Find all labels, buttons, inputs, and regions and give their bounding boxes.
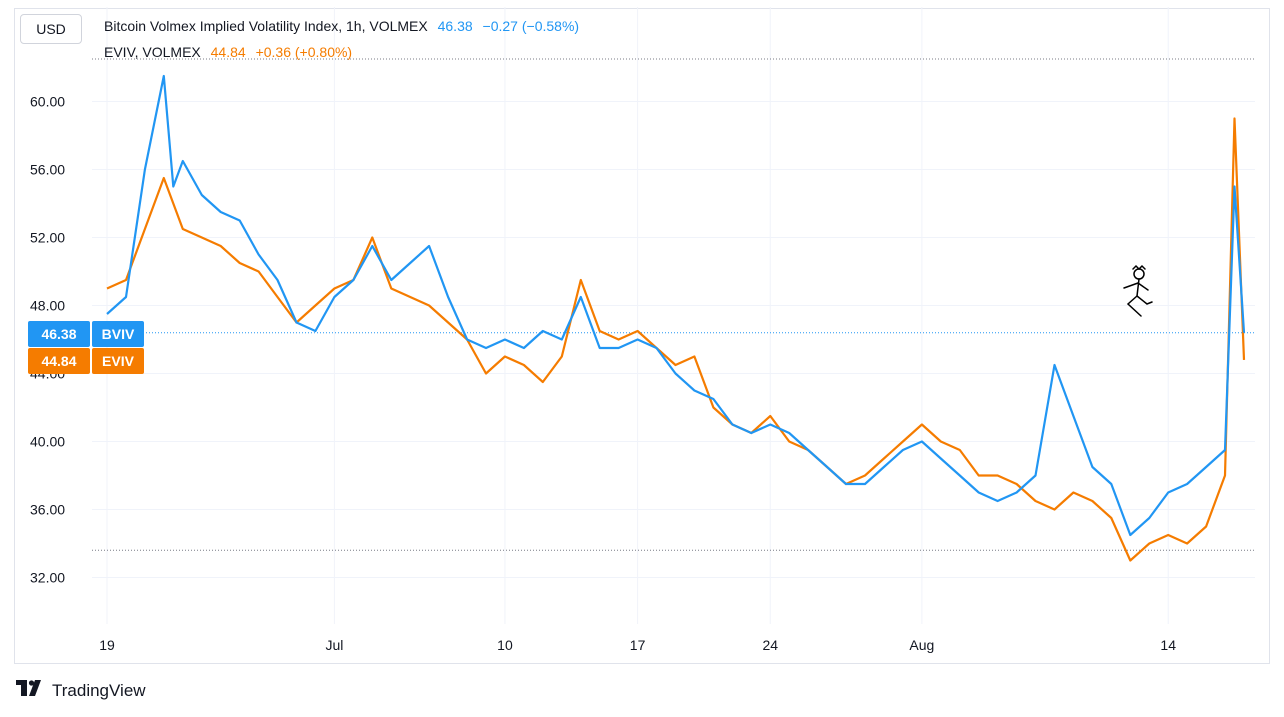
price-tags: 46.38 BVIV 44.84 EVIV (28, 321, 144, 374)
legend-bviv-change: −0.27 (−0.58%) (482, 18, 580, 34)
x-tick-label: 17 (630, 637, 646, 653)
x-axis: 19Jul101724Aug1421 (99, 637, 1176, 653)
y-tick-label: 60.00 (30, 94, 65, 110)
price-tag-eviv: 44.84 EVIV (28, 348, 144, 374)
legend-eviv-value: 44.84 (210, 44, 246, 60)
y-tick-label: 32.00 (30, 570, 65, 586)
legend-eviv-name: EVIV, VOLMEX (104, 44, 201, 60)
price-tag-value: 44.84 (41, 353, 76, 369)
legend-bviv-name: Bitcoin Volmex Implied Volatility Index,… (104, 18, 428, 34)
x-tick-label: Jul (325, 637, 343, 653)
legend-eviv-change: +0.36 (+0.80%) (255, 44, 353, 60)
grid (92, 7, 1255, 624)
y-tick-label: 36.00 (30, 502, 65, 518)
legend-bviv[interactable]: Bitcoin Volmex Implied Volatility Index,… (104, 18, 585, 34)
x-tick-label: 14 (1160, 637, 1176, 653)
price-tag-symbol: EVIV (102, 353, 135, 369)
x-tick-label: Aug (909, 637, 934, 653)
series-line-eviv (106, 117, 1246, 562)
tradingview-logo-icon (16, 680, 44, 701)
x-tick-label: 19 (99, 637, 115, 653)
series-lines (106, 74, 1246, 562)
tradingview-logo[interactable]: TradingView (16, 680, 146, 701)
x-tick-label: 10 (497, 637, 513, 653)
y-tick-label: 52.00 (30, 230, 65, 246)
y-tick-label: 48.00 (30, 298, 65, 314)
series-line-bviv (106, 74, 1246, 537)
price-tag-symbol: BVIV (102, 326, 135, 342)
x-tick-label: 24 (762, 637, 778, 653)
currency-button[interactable]: USD (20, 14, 82, 44)
stick-figure-icon (1123, 264, 1153, 317)
y-tick-label: 56.00 (30, 162, 65, 178)
tradingview-name: TradingView (52, 680, 146, 700)
y-tick-label: 40.00 (30, 434, 65, 450)
legend-eviv[interactable]: EVIV, VOLMEX 44.84 +0.36 (+0.80%) (104, 44, 358, 60)
price-tag-value: 46.38 (41, 326, 76, 342)
price-tag-bviv: 46.38 BVIV (28, 321, 144, 347)
legend-bviv-value: 46.38 (437, 18, 473, 34)
